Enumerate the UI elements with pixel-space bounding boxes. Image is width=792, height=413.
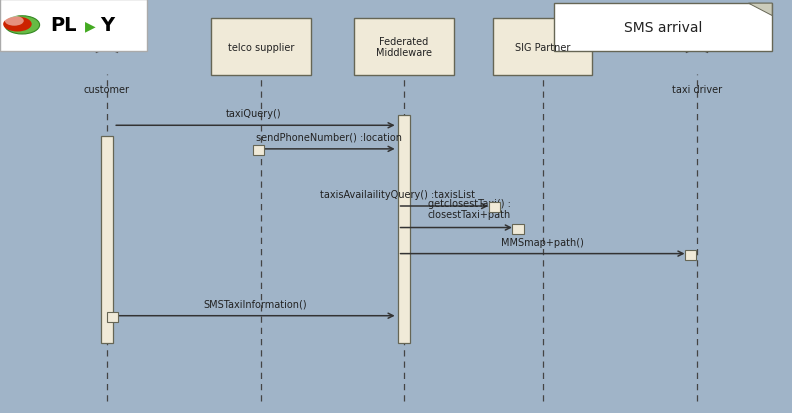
FancyBboxPatch shape bbox=[0, 0, 147, 52]
Text: taxi driver: taxi driver bbox=[672, 85, 722, 95]
Text: PL: PL bbox=[50, 17, 76, 35]
Text: MMSmap+path(): MMSmap+path() bbox=[501, 237, 584, 247]
FancyBboxPatch shape bbox=[512, 224, 524, 234]
Text: telco supplier: telco supplier bbox=[228, 43, 295, 52]
Text: sendPhoneNumber() :location: sendPhoneNumber() :location bbox=[256, 133, 402, 142]
FancyBboxPatch shape bbox=[354, 19, 454, 76]
Circle shape bbox=[5, 17, 40, 35]
Text: customer: customer bbox=[84, 85, 130, 95]
FancyBboxPatch shape bbox=[211, 19, 311, 76]
Text: taxisAvailailityQuery() :taxisList: taxisAvailailityQuery() :taxisList bbox=[320, 190, 475, 199]
FancyBboxPatch shape bbox=[493, 19, 592, 76]
Text: Federated
Middleware: Federated Middleware bbox=[376, 37, 432, 58]
Circle shape bbox=[5, 17, 24, 27]
Text: ▶: ▶ bbox=[85, 19, 95, 33]
FancyBboxPatch shape bbox=[489, 203, 500, 213]
FancyBboxPatch shape bbox=[253, 146, 264, 156]
Text: SMSTaxiInformation(): SMSTaxiInformation() bbox=[204, 299, 307, 309]
Circle shape bbox=[3, 17, 32, 32]
FancyBboxPatch shape bbox=[685, 250, 696, 260]
Text: taxiQuery(): taxiQuery() bbox=[226, 109, 281, 119]
Text: SMS arrival: SMS arrival bbox=[624, 21, 703, 35]
FancyBboxPatch shape bbox=[398, 116, 410, 343]
Text: Y: Y bbox=[101, 17, 115, 35]
FancyBboxPatch shape bbox=[554, 4, 772, 52]
Text: getclosestTaxi() :
closestTaxi+path: getclosestTaxi() : closestTaxi+path bbox=[428, 198, 511, 220]
FancyBboxPatch shape bbox=[107, 312, 118, 322]
Polygon shape bbox=[748, 4, 772, 17]
FancyBboxPatch shape bbox=[101, 136, 113, 343]
Text: SIG Partner: SIG Partner bbox=[515, 43, 570, 52]
